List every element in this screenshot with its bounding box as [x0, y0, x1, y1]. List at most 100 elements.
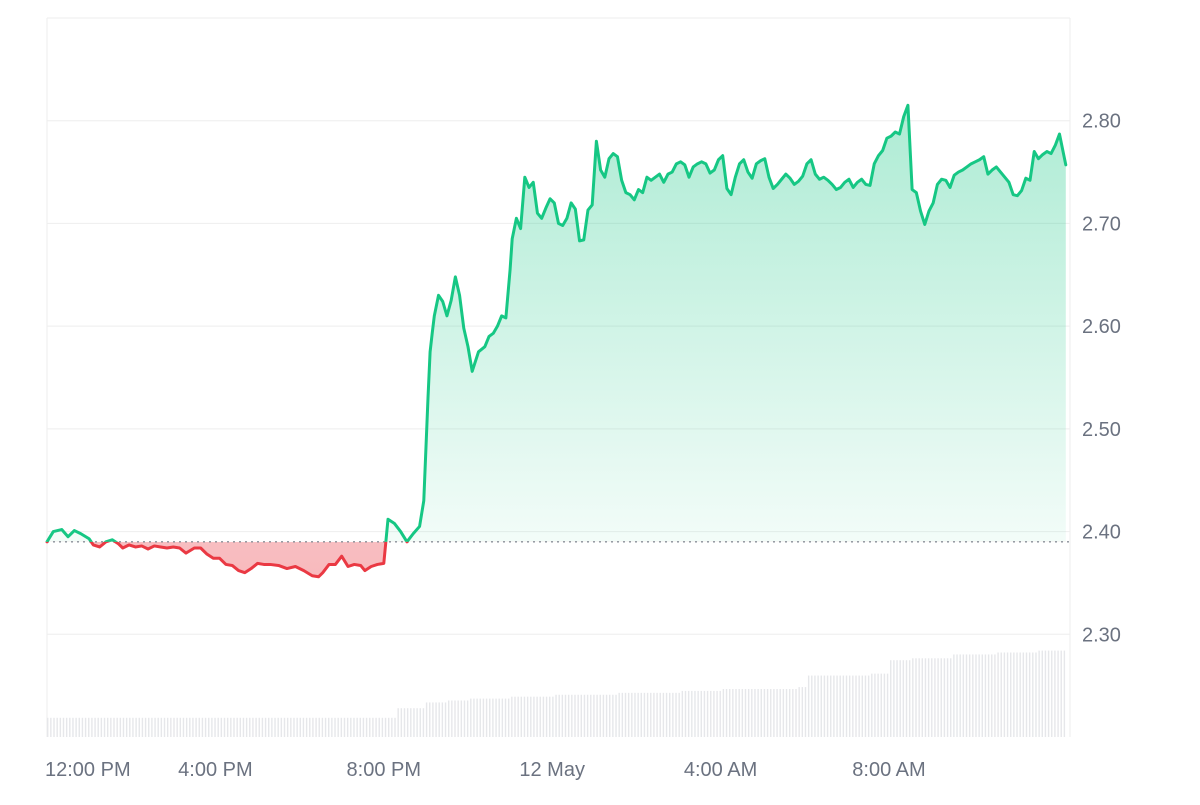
volume-bar	[779, 689, 781, 737]
volume-bar	[545, 696, 548, 737]
volume-bar	[653, 692, 655, 737]
volume-bar	[883, 673, 886, 737]
volume-bar	[807, 675, 810, 737]
volume-bar	[520, 696, 523, 737]
volume-bar	[1038, 650, 1040, 737]
volume-bar	[855, 675, 857, 737]
volume-bar	[160, 717, 163, 737]
volume-bar	[747, 689, 750, 737]
volume-bar	[176, 717, 178, 737]
volume-bar	[359, 717, 361, 737]
volume-bar	[69, 717, 71, 737]
volume-bar	[321, 717, 324, 737]
volume-bar	[574, 694, 576, 737]
volume-bar	[590, 694, 592, 737]
volume-bar	[214, 717, 216, 737]
volume-bar	[309, 717, 311, 737]
volume-bar	[687, 690, 690, 737]
volume-bar	[776, 689, 778, 737]
volume-bar	[406, 708, 409, 737]
volume-bar	[328, 717, 330, 737]
volume-bar	[788, 689, 791, 737]
volume-bar	[665, 692, 668, 737]
volume-bar	[552, 696, 554, 737]
volume-bar	[965, 654, 968, 737]
volume-bar	[318, 717, 320, 737]
volume-bar	[334, 717, 336, 737]
volume-bar	[324, 717, 327, 737]
volume-bar	[258, 717, 260, 737]
volume-bar	[226, 717, 229, 737]
volume-bar	[1003, 652, 1006, 737]
volume-bar	[410, 708, 412, 737]
volume-bar	[495, 698, 497, 737]
volume-bar	[684, 690, 687, 737]
x-tick-label: 8:00 PM	[347, 759, 421, 781]
volume-bar	[1041, 650, 1043, 737]
volume-bar	[72, 717, 74, 737]
volume-bar	[1035, 652, 1037, 737]
volume-bar	[817, 675, 819, 737]
volume-bar	[962, 654, 965, 737]
volume-bar	[148, 717, 150, 737]
volume-bar	[470, 698, 472, 737]
volume-bar	[179, 717, 182, 737]
volume-bar	[823, 675, 826, 737]
volume-bar	[571, 694, 573, 737]
volume-bar	[912, 658, 914, 737]
volume-bar	[536, 696, 538, 737]
volume-bar	[659, 692, 661, 737]
volume-bar	[691, 690, 693, 737]
volume-bar	[839, 675, 841, 737]
volume-bar	[482, 698, 485, 737]
volume-bar	[586, 694, 589, 737]
volume-bar	[643, 692, 646, 737]
volume-bar	[1054, 650, 1056, 737]
volume-bar	[425, 702, 428, 737]
volume-bar	[451, 700, 453, 737]
volume-bar	[609, 694, 611, 737]
volume-bar	[372, 717, 374, 737]
volume-bar	[729, 689, 731, 737]
volume-bar	[274, 717, 276, 737]
volume-bar	[1025, 652, 1028, 737]
volume-bar	[378, 717, 380, 737]
volume-bar	[59, 717, 62, 737]
volume-bar	[890, 660, 892, 737]
volume-bar	[842, 675, 845, 737]
volume-bar	[921, 658, 924, 737]
volume-bar	[280, 717, 283, 737]
volume-bar	[662, 692, 665, 737]
volume-bar	[170, 717, 172, 737]
volume-bar	[141, 717, 144, 737]
volume-bar	[65, 717, 68, 737]
volume-bar	[416, 708, 418, 737]
volume-bar	[129, 717, 131, 737]
volume-bar	[457, 700, 459, 737]
volume-bar	[946, 658, 949, 737]
volume-bar	[852, 675, 854, 737]
volume-bar	[239, 717, 242, 737]
volume-bar	[438, 702, 440, 737]
volume-bar	[182, 717, 185, 737]
volume-bar	[264, 717, 267, 737]
volume-bar	[757, 689, 759, 737]
volume-bar	[773, 689, 775, 737]
volume-bar	[91, 717, 93, 737]
volume-bar	[365, 717, 368, 737]
volume-bar	[252, 717, 254, 737]
volume-bar	[706, 690, 709, 737]
volume-bar	[1032, 652, 1034, 737]
volume-bar	[277, 717, 279, 737]
y-tick-label: 2.80	[1082, 111, 1121, 133]
volume-bar	[132, 717, 134, 737]
volume-bar	[204, 717, 207, 737]
volume-bar	[217, 717, 219, 737]
volume-bar	[460, 700, 463, 737]
y-tick-label: 2.60	[1082, 316, 1121, 338]
volume-bar	[473, 698, 475, 737]
volume-bar	[337, 717, 339, 737]
volume-bar	[119, 717, 122, 737]
volume-bar	[47, 717, 49, 737]
